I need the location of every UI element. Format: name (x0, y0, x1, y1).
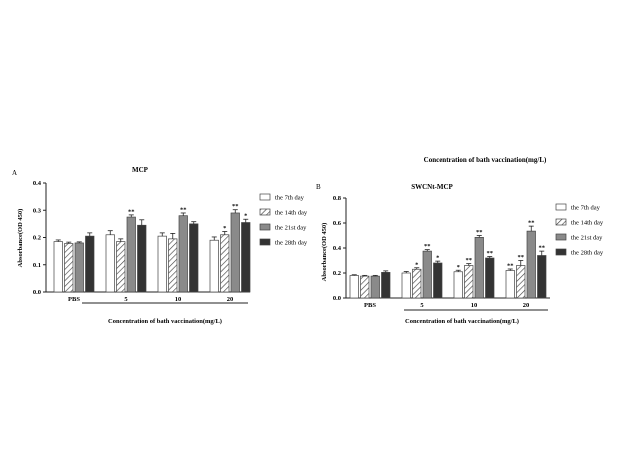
bar (412, 268, 422, 299)
y-tick-label-a: 0.2 (33, 235, 41, 242)
x-tick-label-b: 5 (420, 302, 424, 309)
legend-swatch (259, 208, 271, 216)
bar (230, 212, 240, 293)
plot-area-b: 0.00.20.40.60.8PBS****5*******10********… (333, 195, 550, 311)
x-axis-label-b: Concentration of bath vaccination(mg/L) (405, 318, 519, 325)
bar (370, 275, 380, 299)
legend-label: the 21st day (571, 235, 603, 242)
x-tick-label-a: 20 (227, 296, 234, 303)
significance-mark: * (457, 264, 460, 271)
significance-mark: ** (180, 206, 187, 213)
x-tick-label-a: 5 (124, 296, 128, 303)
bar (381, 272, 391, 299)
significance-mark: ** (487, 250, 494, 257)
bar (349, 275, 359, 299)
y-tick-label-a: 0.0 (33, 289, 41, 296)
y-tick-label-a: 0.1 (33, 262, 41, 269)
panel-label-b: B (316, 183, 321, 191)
y-tick-label-a: 0.3 (33, 207, 42, 214)
panel-label-a: A (12, 169, 17, 177)
bar (485, 257, 495, 299)
significance-mark: * (415, 261, 418, 268)
significance-mark: ** (539, 245, 546, 252)
bar (516, 265, 526, 299)
legend-label: the 28th day (571, 250, 604, 257)
bar (526, 230, 536, 299)
significance-mark: ** (128, 208, 135, 215)
significance-mark: ** (528, 220, 535, 227)
legend-swatch (259, 238, 271, 246)
y-axis-label-a: Absorbance(OD 450) (17, 209, 24, 268)
significance-mark: ** (507, 263, 514, 270)
significance-mark: ** (232, 203, 239, 210)
bar (168, 238, 178, 293)
bar (53, 241, 63, 293)
x-tick-label-b: PBS (364, 302, 376, 309)
bar (433, 262, 443, 299)
legend-a: the 7th day the 14th day the 21st day the 2… (259, 193, 308, 247)
x-axis-label-a: Concentration of bath vaccination(mg/L) (108, 318, 222, 325)
significance-mark: ** (476, 229, 483, 236)
y-tick-label-b: 0.8 (333, 195, 342, 202)
y-axis-label-b: Absorbance(OD 450) (321, 223, 328, 282)
chart-title-a: MCP (132, 166, 149, 174)
bar (422, 250, 432, 299)
bar (126, 216, 136, 293)
bar (178, 215, 188, 293)
bar (220, 234, 230, 293)
x-tick-label-a: 10 (175, 296, 182, 303)
legend-label: the 7th day (571, 205, 601, 212)
chart-panel-a: A MCP Absorbance(OD 450) Concentration o… (12, 166, 308, 325)
bar (474, 237, 484, 299)
legend-label: the 7th day (275, 195, 305, 202)
y-tick-label-b: 0.6 (333, 220, 342, 227)
x-tick-label-b: 20 (523, 302, 530, 309)
legend-b: the 7th day the 14th day the 21st day the 2… (555, 203, 604, 257)
legend-label: the 14th day (275, 210, 308, 217)
bar (105, 234, 115, 293)
bar (157, 235, 167, 293)
bar (64, 243, 74, 293)
bar (74, 242, 84, 293)
bar (537, 255, 547, 299)
significance-mark: * (223, 225, 226, 232)
y-tick-label-b: 0.0 (333, 295, 341, 302)
y-tick-label-b: 0.4 (333, 245, 342, 252)
bar (360, 275, 370, 299)
chart-title-b: SWCNt-MCP (411, 183, 453, 191)
bar (464, 265, 474, 299)
significance-mark: ** (424, 243, 431, 250)
legend-swatch (555, 233, 567, 241)
significance-mark: ** (466, 257, 473, 264)
legend-label: the 21st day (275, 225, 307, 232)
bar (401, 272, 411, 299)
bar (453, 271, 463, 299)
significance-mark: * (244, 213, 247, 220)
bar (505, 270, 515, 299)
significance-mark: * (436, 255, 439, 262)
y-tick-label-a: 0.4 (33, 180, 42, 187)
x-tick-label-a: PBS (68, 296, 80, 303)
legend-swatch (259, 193, 271, 201)
legend-swatch (555, 203, 567, 211)
bar (209, 239, 219, 293)
legend-label: the 14th day (571, 220, 604, 227)
y-tick-label-b: 0.2 (333, 270, 341, 277)
bar (116, 241, 126, 293)
legend-label: the 28th day (275, 240, 308, 247)
bar (241, 222, 251, 293)
top-note: Concentration of bath vaccination(mg/L) (424, 156, 547, 164)
legend-swatch (555, 218, 567, 226)
legend-swatch (555, 248, 567, 256)
x-tick-label-b: 10 (471, 302, 478, 309)
bar (85, 235, 95, 293)
bar (137, 224, 147, 293)
legend-swatch (259, 223, 271, 231)
chart-panel-b: B SWCNt-MCP Absorbance(OD 450) Concentra… (316, 183, 604, 325)
bar (189, 223, 199, 293)
significance-mark: ** (518, 254, 525, 261)
